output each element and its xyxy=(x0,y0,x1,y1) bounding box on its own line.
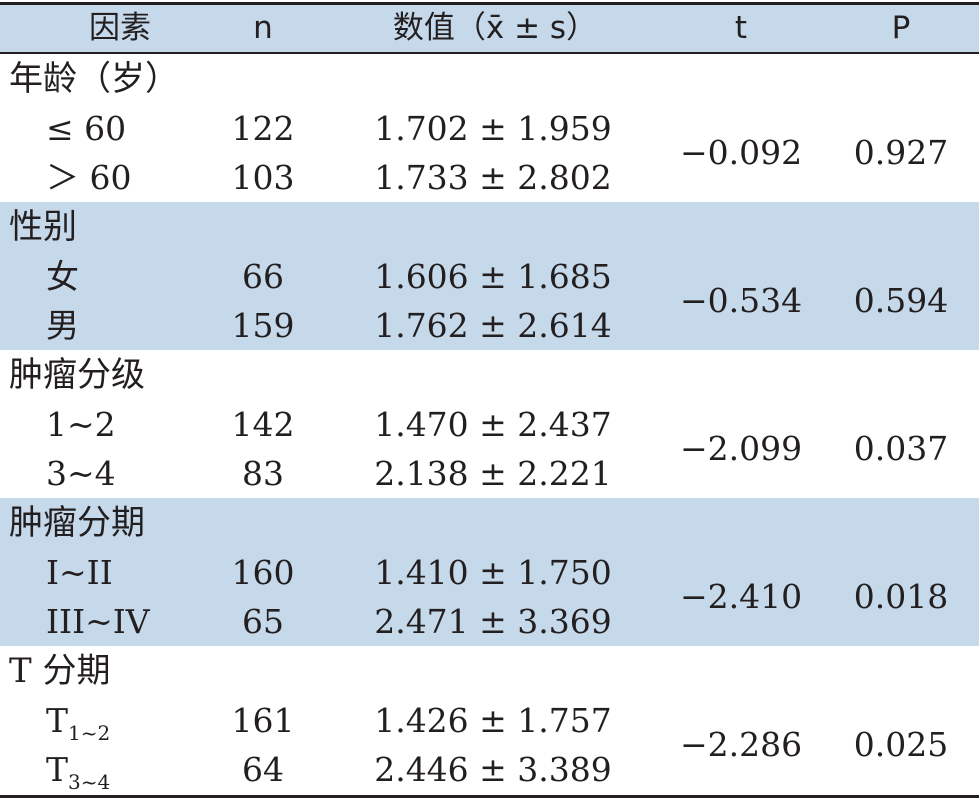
row-value: 1.470 ± 2.437 xyxy=(374,405,612,444)
row-n: 66 xyxy=(242,257,284,296)
group-grade: 肿瘤分级 1~2 142 1.470 ± 2.437 3~4 83 2.138 ± 2.22… xyxy=(0,350,979,498)
header-value: 数值（x̄ ± s） xyxy=(392,10,598,46)
row-n: 103 xyxy=(231,158,295,197)
row-value: 1.606 ± 1.685 xyxy=(374,257,612,296)
group-p-value: 0.594 xyxy=(853,281,949,320)
row-label-text: ＞ 60 xyxy=(46,158,132,197)
row-label: III~IV xyxy=(46,597,150,646)
row-n: 65 xyxy=(242,602,284,641)
row-label-text: 男 xyxy=(46,306,79,345)
table-row: 女 66 1.606 ± 1.685 xyxy=(0,252,979,301)
header-factor: 因素 xyxy=(89,10,151,46)
row-value: 1.762 ± 2.614 xyxy=(374,306,612,345)
row-value: 2.471 ± 3.369 xyxy=(374,602,612,641)
row-value: 1.733 ± 2.802 xyxy=(374,158,612,197)
table-row: T1~2 161 1.426 ± 1.757 xyxy=(0,696,979,745)
row-label-text: 3~4 xyxy=(46,454,116,493)
row-label-text: ≤ 60 xyxy=(46,109,127,148)
row-n: 159 xyxy=(231,306,295,345)
row-label-subscript: 1~2 xyxy=(68,721,111,745)
row-value: 2.446 ± 3.389 xyxy=(374,750,612,789)
top-rule xyxy=(0,2,979,5)
row-n: 83 xyxy=(242,454,284,493)
row-label-subscript: 3~4 xyxy=(68,770,111,794)
group-title: 肿瘤分级 xyxy=(9,355,145,395)
row-label: 男 xyxy=(46,301,79,350)
row-n: 142 xyxy=(231,405,295,444)
group-t-value: −2.410 xyxy=(679,577,803,616)
group-title: T 分期 xyxy=(9,651,111,691)
row-n: 161 xyxy=(231,701,295,740)
group-t-value: −2.099 xyxy=(679,429,803,468)
row-label: 女 xyxy=(46,252,79,301)
bottom-rule xyxy=(0,795,979,798)
table-row: T3~4 64 2.446 ± 3.389 xyxy=(0,745,979,794)
group-sex: 性别女 66 1.606 ± 1.685 男 159 1.762 ± 2.614 −0.53… xyxy=(0,202,979,350)
row-label-text: III~IV xyxy=(46,602,150,641)
row-label: 1~2 xyxy=(46,400,116,449)
group-t-value: −2.286 xyxy=(679,725,803,764)
row-value: 1.410 ± 1.750 xyxy=(374,553,612,592)
group-t-value: −0.534 xyxy=(679,281,803,320)
row-label: ≤ 60 xyxy=(46,104,126,153)
group-age: 年龄（岁） ≤ 60 122 1.702 ± 1.959 ＞ 60 103 1.733 ± … xyxy=(0,54,979,202)
row-value: 1.426 ± 1.757 xyxy=(374,701,612,740)
table-row: 男 159 1.762 ± 2.614 xyxy=(0,301,979,350)
row-label-text: 1~2 xyxy=(46,405,116,444)
row-label: I~II xyxy=(46,548,113,597)
group-t-stage: T 分期 T1~2 161 1.426 ± 1.757 T3~4 64 2.446 ± 3.… xyxy=(0,646,979,794)
row-label: 3~4 xyxy=(46,449,116,498)
table-row: ＞ 60 103 1.733 ± 2.802 xyxy=(0,153,979,202)
group-p-value: 0.025 xyxy=(853,725,949,764)
row-label-text: 女 xyxy=(46,257,79,296)
row-label-text: I~II xyxy=(46,553,113,592)
row-value: 1.702 ± 1.959 xyxy=(374,109,612,148)
header-t: t xyxy=(734,10,748,46)
table-row: 1~2 142 1.470 ± 2.437 xyxy=(0,400,979,449)
row-value: 2.138 ± 2.221 xyxy=(374,454,612,493)
table-header: 因素 n 数值（x̄ ± s） t P xyxy=(0,5,979,52)
group-t-value: −0.092 xyxy=(679,133,803,172)
group-title: 年龄（岁） xyxy=(9,59,179,99)
group-title: 肿瘤分期 xyxy=(9,503,145,543)
row-label: ＞ 60 xyxy=(46,153,131,202)
table-row: III~IV 65 2.471 ± 3.369 xyxy=(0,597,979,646)
group-stage: 肿瘤分期 I~II 160 1.410 ± 1.750 III~IV 65 2.471 ± … xyxy=(0,498,979,646)
row-label: T1~2 xyxy=(46,696,110,745)
table-row: I~II 160 1.410 ± 1.750 xyxy=(0,548,979,597)
row-n: 64 xyxy=(242,750,284,789)
row-label-text: T xyxy=(46,750,69,789)
row-label: T3~4 xyxy=(46,745,110,794)
row-n: 160 xyxy=(231,553,295,592)
header-n: n xyxy=(253,10,273,46)
table-row: ≤ 60 122 1.702 ± 1.959 xyxy=(0,104,979,153)
header-p: P xyxy=(891,10,911,46)
group-p-value: 0.927 xyxy=(853,133,949,172)
group-p-value: 0.018 xyxy=(853,577,949,616)
row-n: 122 xyxy=(231,109,295,148)
group-title: 性别 xyxy=(9,207,77,247)
header-rule xyxy=(0,52,979,54)
row-label-text: T xyxy=(46,701,69,740)
table-row: 3~4 83 2.138 ± 2.221 xyxy=(0,449,979,498)
group-p-value: 0.037 xyxy=(853,429,949,468)
